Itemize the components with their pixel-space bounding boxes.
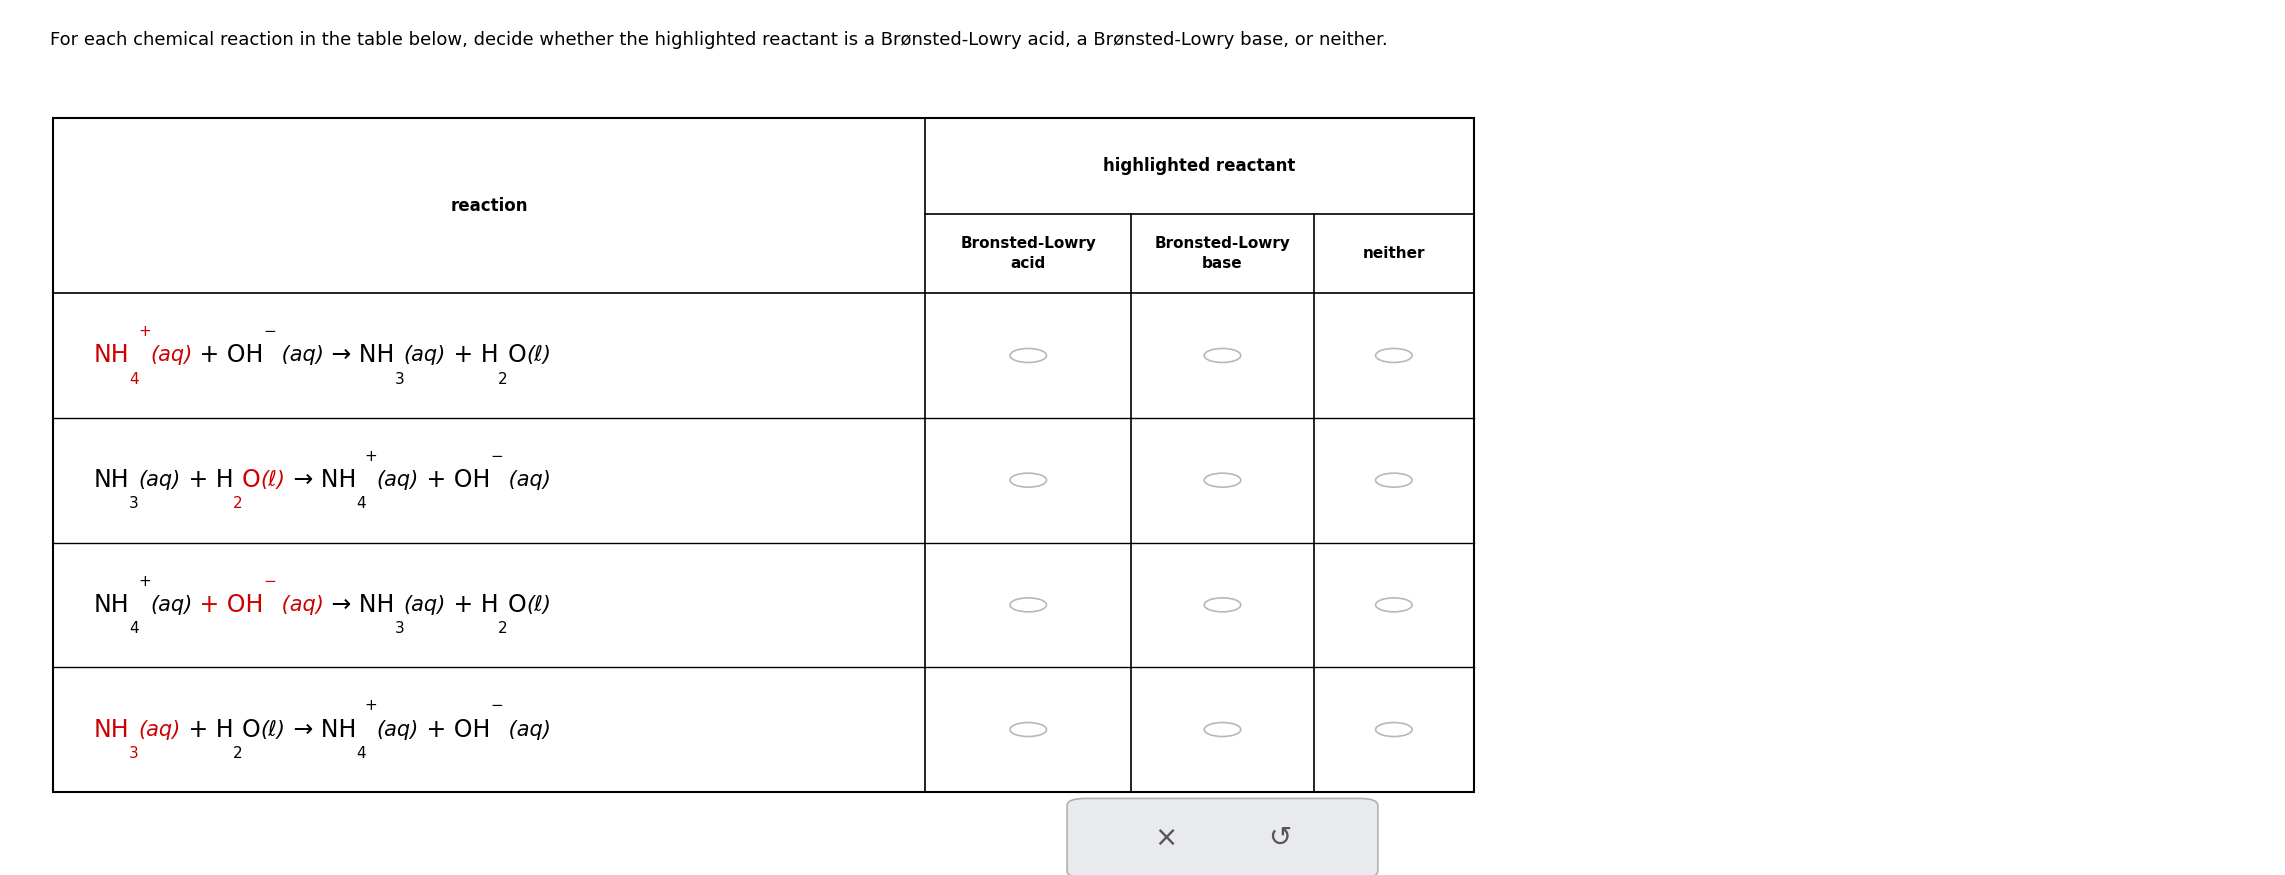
Text: + H: + H — [181, 718, 233, 741]
Text: Bronsted-Lowry
acid: Bronsted-Lowry acid — [960, 236, 1097, 271]
Text: NH: NH — [94, 593, 130, 617]
Text: For each chemical reaction in the table below, decide whether the highlighted re: For each chemical reaction in the table … — [50, 31, 1387, 49]
Text: 4: 4 — [356, 496, 366, 511]
Text: (ℓ): (ℓ) — [526, 595, 551, 615]
Text: + OH: + OH — [192, 344, 263, 368]
Text: (aq): (aq) — [151, 346, 192, 366]
Text: 2: 2 — [233, 746, 242, 760]
Text: + OH: + OH — [418, 718, 491, 741]
Text: NH: NH — [94, 468, 130, 492]
Text: 3: 3 — [130, 746, 139, 760]
Text: NH: NH — [94, 344, 130, 368]
Text: (aq): (aq) — [377, 719, 418, 739]
Text: 3: 3 — [395, 621, 404, 636]
Text: +: + — [137, 325, 151, 340]
Text: 4: 4 — [130, 372, 139, 387]
Text: (aq): (aq) — [404, 595, 446, 615]
Text: highlighted reactant: highlighted reactant — [1104, 158, 1296, 175]
Text: (aq): (aq) — [139, 719, 181, 739]
Text: (ℓ): (ℓ) — [260, 719, 286, 739]
Text: (ℓ): (ℓ) — [526, 346, 551, 366]
FancyBboxPatch shape — [1067, 798, 1378, 875]
Text: −: − — [263, 574, 276, 589]
Text: −: − — [263, 325, 276, 340]
Text: (aq): (aq) — [404, 346, 446, 366]
Text: (aq): (aq) — [274, 346, 324, 366]
Text: (aq): (aq) — [151, 595, 192, 615]
Text: O: O — [507, 344, 526, 368]
Text: +: + — [366, 698, 377, 713]
Text: + H: + H — [181, 468, 233, 492]
Text: +: + — [366, 449, 377, 464]
Text: −: − — [491, 449, 503, 464]
Text: 2: 2 — [498, 372, 507, 387]
Text: +: + — [137, 574, 151, 589]
Text: O: O — [507, 593, 526, 617]
Text: (aq): (aq) — [139, 470, 181, 490]
Text: → NH: → NH — [286, 718, 356, 741]
Text: 3: 3 — [130, 496, 139, 511]
Text: + OH: + OH — [192, 593, 263, 617]
Text: 2: 2 — [233, 496, 242, 511]
Text: (ℓ): (ℓ) — [260, 470, 286, 490]
Text: 4: 4 — [130, 621, 139, 636]
Text: 3: 3 — [395, 372, 404, 387]
Text: (aq): (aq) — [503, 470, 551, 490]
Text: NH: NH — [94, 718, 130, 741]
Text: + H: + H — [446, 593, 498, 617]
Text: + OH: + OH — [418, 468, 491, 492]
Text: O: O — [242, 468, 260, 492]
Text: (aq): (aq) — [503, 719, 551, 739]
Text: Bronsted-Lowry
base: Bronsted-Lowry base — [1154, 236, 1291, 271]
Bar — [53, 118, 1474, 792]
Text: O: O — [242, 718, 260, 741]
Text: 4: 4 — [356, 746, 366, 760]
Text: → NH: → NH — [324, 593, 395, 617]
Text: 2: 2 — [498, 621, 507, 636]
Text: (aq): (aq) — [377, 470, 418, 490]
Text: −: − — [491, 698, 503, 713]
Text: → NH: → NH — [286, 468, 356, 492]
Text: (aq): (aq) — [274, 595, 324, 615]
Text: + H: + H — [446, 344, 498, 368]
Text: → NH: → NH — [324, 344, 395, 368]
Text: reaction: reaction — [450, 197, 528, 214]
Text: ×: × — [1154, 824, 1177, 852]
Text: neither: neither — [1362, 246, 1426, 262]
Text: ↺: ↺ — [1268, 824, 1291, 852]
